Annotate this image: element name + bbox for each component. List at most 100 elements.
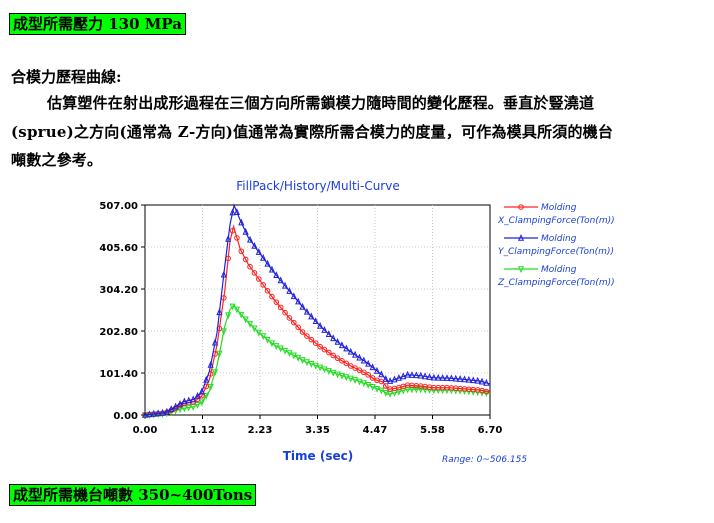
data-point — [317, 364, 324, 372]
data-point — [382, 383, 389, 389]
data-point — [225, 312, 232, 320]
data-point — [159, 411, 166, 418]
data-point — [176, 399, 184, 407]
y-tick-label: 507.00 — [99, 201, 138, 212]
data-point — [255, 248, 262, 255]
data-point — [478, 377, 486, 385]
data-point — [255, 329, 262, 337]
data-point — [242, 256, 249, 263]
data-point — [404, 370, 411, 378]
data-point — [339, 358, 345, 364]
data-point — [387, 377, 394, 384]
y-tick-label: 101.40 — [99, 369, 138, 380]
data-point — [238, 248, 245, 255]
data-point — [273, 343, 280, 350]
data-point — [295, 324, 301, 331]
series-Y_ClampingForce(Ton(m)) — [141, 203, 491, 418]
y-tick-label: 304.20 — [99, 285, 138, 296]
data-point — [312, 317, 319, 325]
data-point — [238, 311, 245, 319]
data-point — [448, 374, 455, 382]
data-point — [330, 334, 337, 342]
data-point — [168, 405, 175, 413]
data-point — [317, 321, 324, 329]
x-tick-label: 1.12 — [190, 425, 215, 436]
data-point — [308, 312, 315, 320]
series-group — [141, 203, 491, 420]
data-point — [155, 411, 162, 419]
data-point — [211, 369, 219, 377]
data-point — [264, 259, 271, 267]
data-point — [321, 346, 328, 353]
data-point — [330, 352, 337, 359]
data-point — [203, 375, 210, 383]
data-point — [452, 374, 459, 382]
data-point — [146, 410, 153, 418]
data-point — [365, 372, 372, 378]
section-title: 合模力歷程曲線: — [11, 68, 122, 86]
data-point — [290, 352, 297, 360]
data-point — [176, 406, 184, 414]
data-point — [382, 375, 389, 382]
data-point — [303, 359, 311, 367]
chart-title: FillPack/History/Multi-Curve — [236, 179, 399, 193]
x-tick-label: 3.35 — [305, 425, 330, 436]
data-point — [185, 396, 192, 404]
data-point — [242, 316, 249, 324]
data-point — [474, 376, 481, 384]
data-point — [343, 344, 350, 352]
data-point — [159, 408, 166, 416]
data-point — [369, 363, 376, 371]
data-point — [233, 306, 240, 314]
data-point — [242, 227, 249, 235]
data-point — [461, 375, 468, 383]
data-point — [141, 410, 149, 418]
data-point — [373, 385, 381, 393]
legend-series-name: Z_ClampingForce(Ton(m)) — [497, 278, 615, 288]
data-point — [352, 365, 358, 371]
data-point — [163, 407, 170, 415]
data-point — [247, 263, 253, 270]
data-point — [260, 282, 266, 288]
paragraph-line-1: 估算塑件在射出成形過程在三個方向所需鎖模力隨時間的變化歷程。垂直於豎澆道 — [47, 94, 595, 112]
legend-series-name: Y_ClampingForce(Ton(m)) — [498, 247, 614, 257]
data-point — [321, 366, 328, 374]
x-tick-label: 0.00 — [133, 425, 158, 436]
series-line — [144, 203, 491, 416]
data-point — [260, 253, 267, 261]
data-point — [286, 350, 293, 358]
data-point — [304, 333, 310, 339]
data-point — [334, 371, 341, 379]
legend-series-name: X_ClampingForce(Ton(m)) — [497, 216, 615, 226]
data-point — [299, 302, 306, 310]
data-point — [413, 386, 420, 394]
data-point — [483, 388, 490, 395]
x-axis-label: Time (sec) — [283, 449, 353, 463]
data-point — [391, 375, 398, 383]
data-point — [246, 321, 254, 328]
data-point — [273, 299, 280, 305]
data-point — [439, 373, 446, 381]
data-point — [483, 378, 490, 386]
data-point — [365, 359, 372, 367]
data-point — [282, 309, 288, 316]
data-point — [155, 409, 162, 417]
data-point — [190, 395, 197, 403]
data-point — [413, 371, 420, 379]
data-point — [277, 304, 284, 311]
data-point — [312, 340, 319, 346]
paragraph-line-2: (sprue)之方向(通常為 Z-方向)值通常為實際所需合模力的度量，可作為模具… — [11, 123, 614, 141]
data-point — [291, 319, 297, 326]
data-point — [352, 350, 359, 358]
x-tick-label: 2.23 — [248, 425, 273, 436]
data-point — [408, 371, 416, 378]
data-point — [260, 333, 267, 341]
data-point — [422, 386, 429, 394]
data-point — [338, 341, 346, 349]
data-point — [277, 276, 284, 284]
data-point — [233, 208, 240, 216]
x-axis-ticks: 0.00 1.12 2.23 3.35 4.47 5.58 6.70 — [133, 415, 502, 436]
data-point — [517, 233, 525, 241]
data-point — [334, 355, 341, 362]
data-point — [347, 363, 354, 369]
